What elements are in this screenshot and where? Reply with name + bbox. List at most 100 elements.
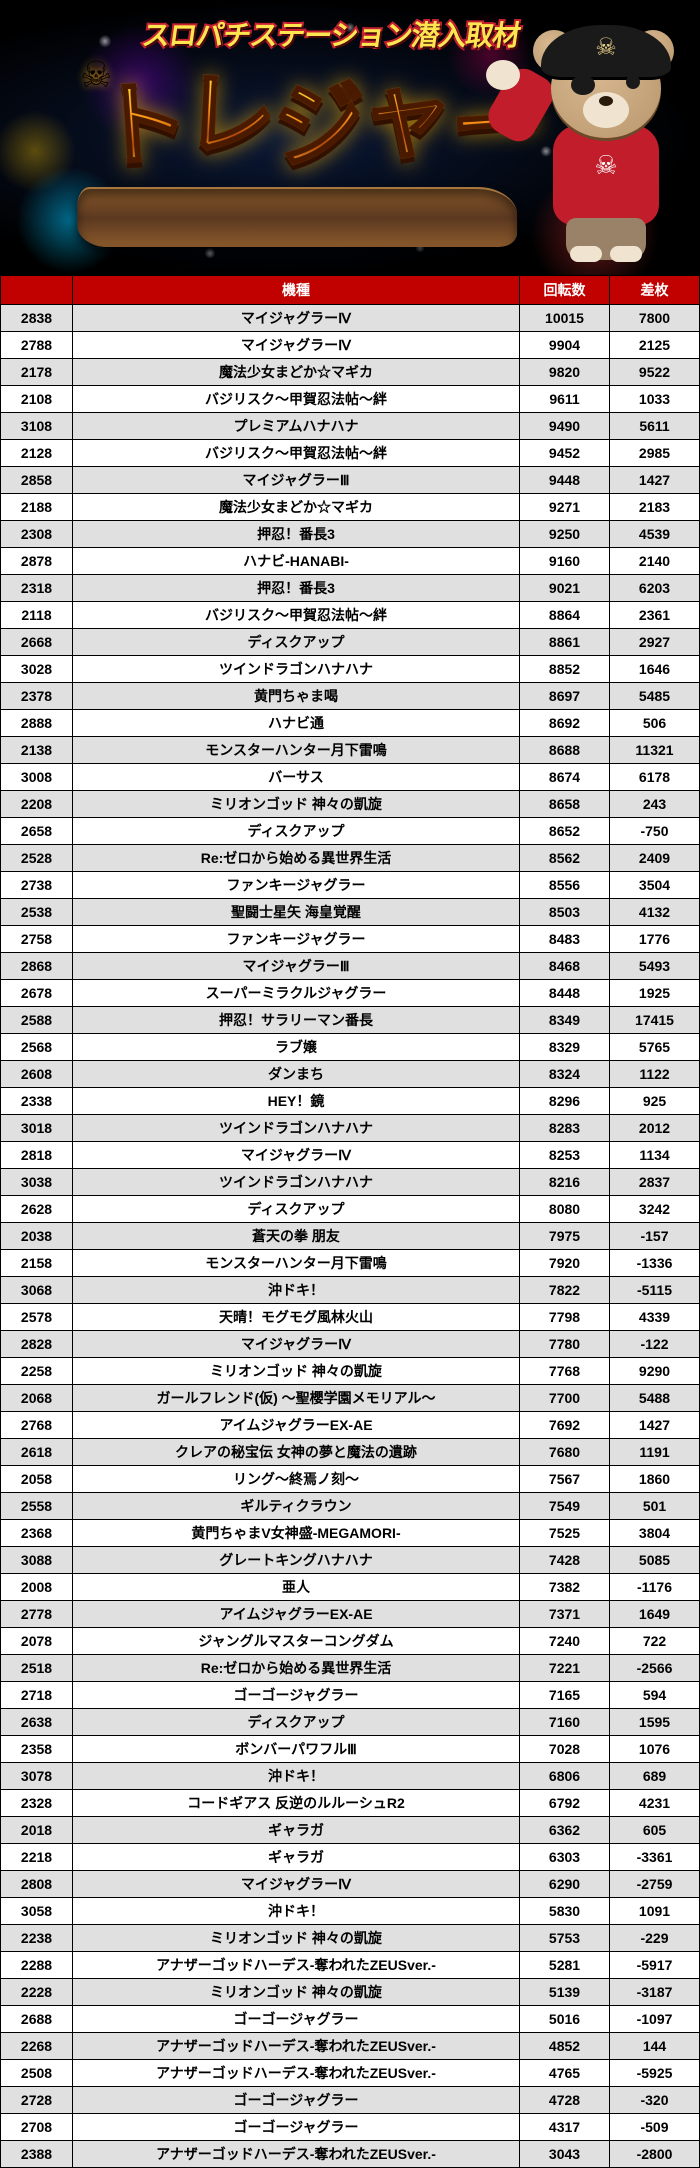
cell-name: 沖ドキ！ bbox=[73, 1277, 520, 1304]
cell-id: 2628 bbox=[1, 1196, 73, 1223]
title-char: ジ bbox=[269, 48, 362, 187]
cell-id: 2288 bbox=[1, 1952, 73, 1979]
cell-spins: 7798 bbox=[520, 1304, 610, 1331]
cell-diff: 2183 bbox=[610, 494, 700, 521]
cell-name: マイジャグラーⅣ bbox=[73, 305, 520, 332]
cell-spins: 7920 bbox=[520, 1250, 610, 1277]
cell-id: 2608 bbox=[1, 1061, 73, 1088]
cell-diff: 4339 bbox=[610, 1304, 700, 1331]
cell-name: 魔法少女まどか☆マギカ bbox=[73, 359, 520, 386]
cell-diff: 1925 bbox=[610, 980, 700, 1007]
table-row: 2728ゴーゴージャグラー4728-320 bbox=[1, 2087, 700, 2114]
wood-plank bbox=[77, 187, 517, 247]
cell-name: ディスクアップ bbox=[73, 1709, 520, 1736]
cell-name: Re:ゼロから始める異世界生活 bbox=[73, 1655, 520, 1682]
cell-spins: 8692 bbox=[520, 710, 610, 737]
cell-id: 3088 bbox=[1, 1547, 73, 1574]
cell-diff: -3187 bbox=[610, 1979, 700, 2006]
cell-name: ハナビ通 bbox=[73, 710, 520, 737]
cell-id: 2378 bbox=[1, 683, 73, 710]
cell-name: マイジャグラーⅢ bbox=[73, 467, 520, 494]
data-table: 機種 回転数 差枚 2838マイジャグラーⅣ1001578002788マイジャグ… bbox=[0, 275, 700, 2168]
cell-spins: 5753 bbox=[520, 1925, 610, 1952]
cell-spins: 7567 bbox=[520, 1466, 610, 1493]
cell-diff: 5493 bbox=[610, 953, 700, 980]
cell-id: 2128 bbox=[1, 440, 73, 467]
cell-name: マイジャグラーⅣ bbox=[73, 1142, 520, 1169]
table-row: 2008亜人7382-1176 bbox=[1, 1574, 700, 1601]
cell-name: バジリスク～甲賀忍法帖～絆 bbox=[73, 440, 520, 467]
cell-spins: 6290 bbox=[520, 1871, 610, 1898]
cell-diff: 2409 bbox=[610, 845, 700, 872]
cell-spins: 8253 bbox=[520, 1142, 610, 1169]
cell-name: ツインドラゴンハナハナ bbox=[73, 1115, 520, 1142]
cell-spins: 7822 bbox=[520, 1277, 610, 1304]
col-model: 機種 bbox=[73, 276, 520, 305]
cell-spins: 5281 bbox=[520, 1952, 610, 1979]
cell-name: ツインドラゴンハナハナ bbox=[73, 656, 520, 683]
table-row: 2808マイジャグラーⅣ6290-2759 bbox=[1, 1871, 700, 1898]
cell-diff: 2985 bbox=[610, 440, 700, 467]
table-row: 2508アナザーゴッドハーデス-奪われたZEUSver.-4765-5925 bbox=[1, 2060, 700, 2087]
cell-spins: 7028 bbox=[520, 1736, 610, 1763]
cell-id: 2178 bbox=[1, 359, 73, 386]
cell-name: ディスクアップ bbox=[73, 1196, 520, 1223]
cell-spins: 9271 bbox=[520, 494, 610, 521]
cell-diff: -229 bbox=[610, 1925, 700, 1952]
cell-spins: 7165 bbox=[520, 1682, 610, 1709]
cell-diff: 1091 bbox=[610, 1898, 700, 1925]
cell-diff: -2566 bbox=[610, 1655, 700, 1682]
cell-id: 2218 bbox=[1, 1844, 73, 1871]
cell-id: 2058 bbox=[1, 1466, 73, 1493]
table-row: 2258ミリオンゴッド 神々の凱旋77689290 bbox=[1, 1358, 700, 1385]
table-header-row: 機種 回転数 差枚 bbox=[1, 276, 700, 305]
cell-spins: 8556 bbox=[520, 872, 610, 899]
cell-name: ギャラガ bbox=[73, 1844, 520, 1871]
cell-spins: 8861 bbox=[520, 629, 610, 656]
table-row: 2838マイジャグラーⅣ100157800 bbox=[1, 305, 700, 332]
cell-spins: 9490 bbox=[520, 413, 610, 440]
table-row: 2178魔法少女まどか☆マギカ98209522 bbox=[1, 359, 700, 386]
table-body: 2838マイジャグラーⅣ1001578002788マイジャグラーⅣ9904212… bbox=[1, 305, 700, 2168]
cell-diff: 9522 bbox=[610, 359, 700, 386]
cell-id: 2518 bbox=[1, 1655, 73, 1682]
cell-spins: 3043 bbox=[520, 2141, 610, 2168]
cell-id: 2368 bbox=[1, 1520, 73, 1547]
cell-id: 2318 bbox=[1, 575, 73, 602]
cell-spins: 9611 bbox=[520, 386, 610, 413]
cell-id: 2728 bbox=[1, 2087, 73, 2114]
cell-name: ガールフレンド(仮) ～聖櫻学園メモリアル～ bbox=[73, 1385, 520, 1412]
cell-id: 2138 bbox=[1, 737, 73, 764]
table-row: 2668ディスクアップ88612927 bbox=[1, 629, 700, 656]
cell-diff: -1097 bbox=[610, 2006, 700, 2033]
cell-name: ギャラガ bbox=[73, 1817, 520, 1844]
cell-spins: 4728 bbox=[520, 2087, 610, 2114]
cell-id: 2868 bbox=[1, 953, 73, 980]
table-row: 3088グレートキングハナハナ74285085 bbox=[1, 1547, 700, 1574]
cell-name: アナザーゴッドハーデス-奪われたZEUSver.- bbox=[73, 1952, 520, 1979]
cell-name: マイジャグラーⅢ bbox=[73, 953, 520, 980]
cell-name: ジャングルマスターコングダム bbox=[73, 1628, 520, 1655]
table-row: 2558ギルティクラウン7549501 bbox=[1, 1493, 700, 1520]
cell-spins: 7975 bbox=[520, 1223, 610, 1250]
cell-diff: 6178 bbox=[610, 764, 700, 791]
cell-diff: 506 bbox=[610, 710, 700, 737]
cell-diff: 1076 bbox=[610, 1736, 700, 1763]
cell-spins: 8658 bbox=[520, 791, 610, 818]
cell-name: 押忍！番長3 bbox=[73, 575, 520, 602]
cell-id: 2258 bbox=[1, 1358, 73, 1385]
cell-diff: 722 bbox=[610, 1628, 700, 1655]
table-row: 2078ジャングルマスターコングダム7240722 bbox=[1, 1628, 700, 1655]
cell-id: 2578 bbox=[1, 1304, 73, 1331]
cell-spins: 8864 bbox=[520, 602, 610, 629]
table-row: 2578天晴！モグモグ風林火山77984339 bbox=[1, 1304, 700, 1331]
table-row: 3038ツインドラゴンハナハナ82162837 bbox=[1, 1169, 700, 1196]
table-row: 2058リング～終焉ノ刻～75671860 bbox=[1, 1466, 700, 1493]
cell-spins: 10015 bbox=[520, 305, 610, 332]
cell-diff: -1336 bbox=[610, 1250, 700, 1277]
table-row: 2518Re:ゼロから始める異世界生活7221-2566 bbox=[1, 1655, 700, 1682]
table-row: 2018ギャラガ6362605 bbox=[1, 1817, 700, 1844]
table-row: 2818マイジャグラーⅣ82531134 bbox=[1, 1142, 700, 1169]
cell-spins: 8674 bbox=[520, 764, 610, 791]
cell-spins: 6792 bbox=[520, 1790, 610, 1817]
